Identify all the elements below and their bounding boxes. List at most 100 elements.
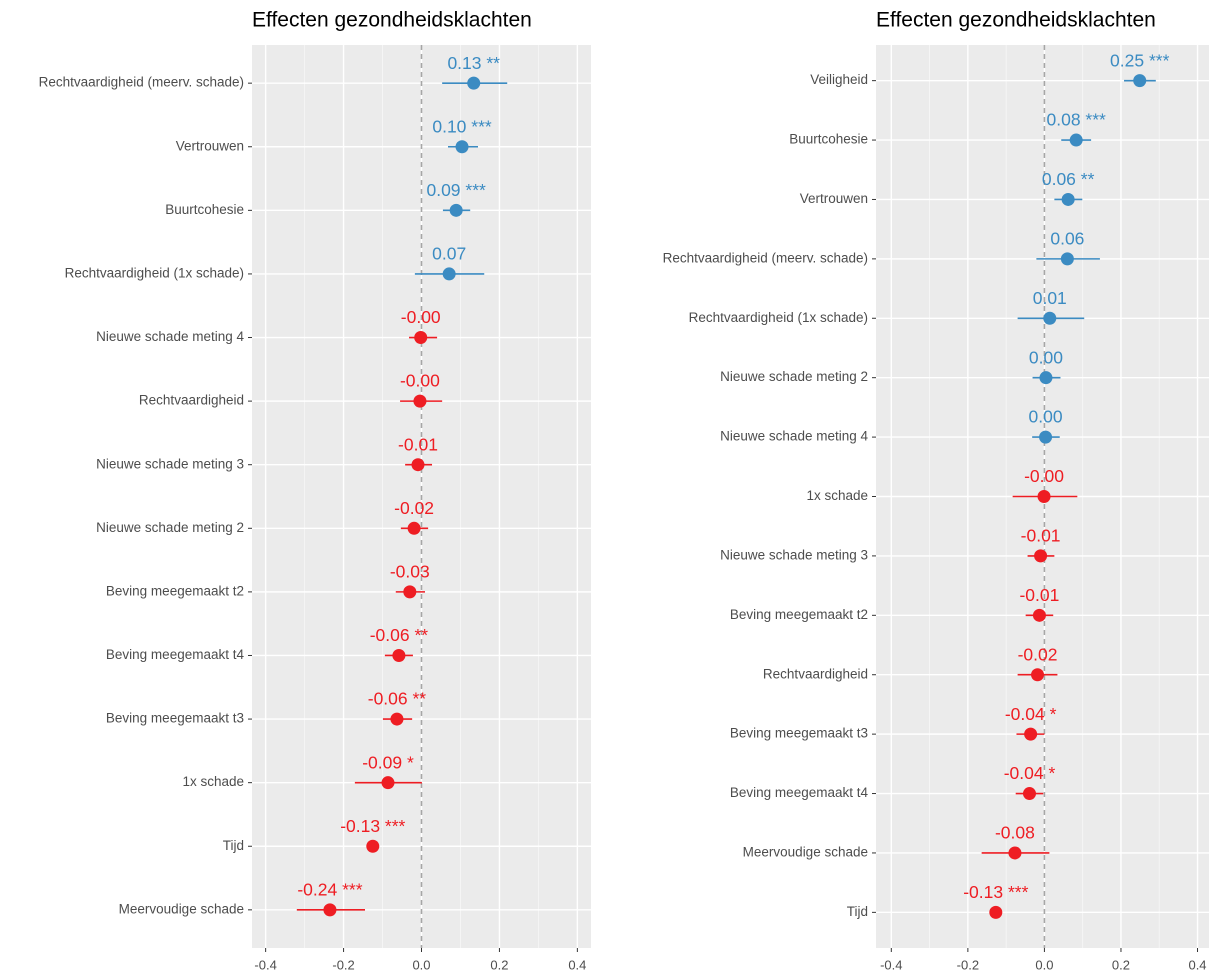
chart-title: Effecten gezondheidsklachten xyxy=(252,9,532,32)
data-label: 0.25 *** xyxy=(1110,50,1170,70)
data-label: 0.06 ** xyxy=(1042,169,1095,189)
y-tick-label: Vertrouwen xyxy=(176,138,244,153)
point xyxy=(414,331,428,345)
x-tick-label: -0.4 xyxy=(254,957,276,972)
point xyxy=(442,267,456,281)
data-label: -0.01 xyxy=(1021,526,1061,546)
data-label: -0.24 *** xyxy=(297,879,362,899)
x-tick-label: 0.2 xyxy=(1112,957,1130,972)
point xyxy=(467,76,481,90)
data-label: 0.10 *** xyxy=(432,116,492,136)
point xyxy=(1022,787,1036,801)
data-label: 0.07 xyxy=(432,244,466,264)
y-tick-label: Nieuwe schade meting 4 xyxy=(720,429,868,444)
data-label: -0.13 *** xyxy=(340,816,405,836)
y-tick-label: Beving meegemaakt t3 xyxy=(106,711,244,726)
data-label: 0.00 xyxy=(1029,347,1063,367)
y-tick-label: Nieuwe schade meting 3 xyxy=(96,456,244,471)
y-tick-label: Beving meegemaakt t4 xyxy=(106,647,245,662)
y-tick-label: Tijd xyxy=(847,904,868,919)
point xyxy=(449,203,463,217)
point xyxy=(390,712,404,726)
x-tick-label: -0.2 xyxy=(957,957,979,972)
data-label: -0.13 *** xyxy=(963,882,1028,902)
y-tick-label: 1x schade xyxy=(806,488,868,503)
y-tick-label: Nieuwe schade meting 2 xyxy=(720,369,868,384)
y-tick-label: Meervoudige schade xyxy=(743,845,868,860)
data-label: -0.04 * xyxy=(1004,763,1056,783)
data-label: 0.09 *** xyxy=(426,180,486,200)
point xyxy=(1069,133,1083,147)
x-tick-label: 0.4 xyxy=(1188,957,1206,972)
data-label: -0.03 xyxy=(390,562,430,582)
data-label: -0.02 xyxy=(1018,644,1058,664)
point xyxy=(407,521,421,535)
point xyxy=(323,903,337,917)
point xyxy=(1043,311,1057,325)
point xyxy=(1034,549,1048,563)
x-tick-label: 0.0 xyxy=(1035,957,1053,972)
data-label: 0.01 xyxy=(1033,288,1067,308)
point xyxy=(1032,608,1046,622)
data-label: -0.06 ** xyxy=(368,689,427,709)
y-tick-label: Beving meegemaakt t4 xyxy=(730,785,869,800)
point xyxy=(366,839,380,853)
point xyxy=(411,458,425,472)
y-tick-label: Vertrouwen xyxy=(800,191,868,206)
point xyxy=(1060,252,1074,266)
point xyxy=(1031,668,1045,682)
x-tick-label: -0.2 xyxy=(332,957,354,972)
point xyxy=(1133,74,1147,88)
point xyxy=(455,140,469,154)
chart-title: Effecten gezondheidsklachten xyxy=(876,9,1156,32)
point xyxy=(1061,192,1075,206)
y-tick-label: Rechtvaardigheid xyxy=(139,393,244,408)
y-tick-label: Veiligheid xyxy=(810,72,868,87)
data-label: -0.00 xyxy=(400,371,440,391)
y-tick-label: Rechtvaardigheid (meerv. schade) xyxy=(663,250,868,265)
y-tick-label: Rechtvaardigheid (meerv. schade) xyxy=(39,75,244,90)
point xyxy=(1024,727,1038,741)
y-tick-label: Tijd xyxy=(223,838,244,853)
y-tick-label: Meervoudige schade xyxy=(119,901,244,916)
point xyxy=(989,905,1003,919)
data-label: -0.02 xyxy=(394,498,434,518)
x-tick-label: 0.2 xyxy=(490,957,508,972)
point xyxy=(1039,371,1053,385)
data-label: -0.00 xyxy=(401,307,441,327)
y-tick-label: Rechtvaardigheid xyxy=(763,666,868,681)
point xyxy=(1037,490,1051,503)
data-label: 0.00 xyxy=(1029,407,1063,427)
y-tick-label: Nieuwe schade meting 3 xyxy=(720,547,868,562)
x-tick-label: 0.0 xyxy=(412,957,430,972)
data-label: 0.06 xyxy=(1050,228,1084,248)
y-tick-label: Buurtcohesie xyxy=(165,202,244,217)
x-tick-label: 0.4 xyxy=(568,957,586,972)
point xyxy=(413,394,427,408)
y-tick-label: Nieuwe schade meting 2 xyxy=(96,520,244,535)
point xyxy=(392,648,406,662)
point xyxy=(1039,430,1053,444)
data-label: 0.08 *** xyxy=(1047,110,1107,130)
y-tick-label: 1x schade xyxy=(182,774,244,789)
y-tick-label: Nieuwe schade meting 4 xyxy=(96,329,244,344)
point xyxy=(403,585,417,599)
point xyxy=(381,776,395,790)
data-label: -0.01 xyxy=(1019,585,1059,605)
data-label: 0.13 ** xyxy=(447,53,500,73)
y-tick-label: Buurtcohesie xyxy=(789,132,868,147)
y-tick-label: Beving meegemaakt t3 xyxy=(730,726,868,741)
data-label: -0.08 xyxy=(995,823,1035,843)
y-tick-label: Rechtvaardigheid (1x schade) xyxy=(65,265,244,280)
y-tick-label: Rechtvaardigheid (1x schade) xyxy=(689,310,868,325)
data-label: -0.01 xyxy=(398,434,438,454)
data-label: -0.04 * xyxy=(1005,704,1057,724)
data-label: -0.00 xyxy=(1024,466,1064,486)
point xyxy=(1008,846,1022,860)
data-label: -0.09 * xyxy=(362,752,414,772)
y-tick-label: Beving meegemaakt t2 xyxy=(106,583,244,598)
y-tick-label: Beving meegemaakt t2 xyxy=(730,607,868,622)
data-label: -0.06 ** xyxy=(370,625,429,645)
x-tick-label: -0.4 xyxy=(880,957,902,972)
